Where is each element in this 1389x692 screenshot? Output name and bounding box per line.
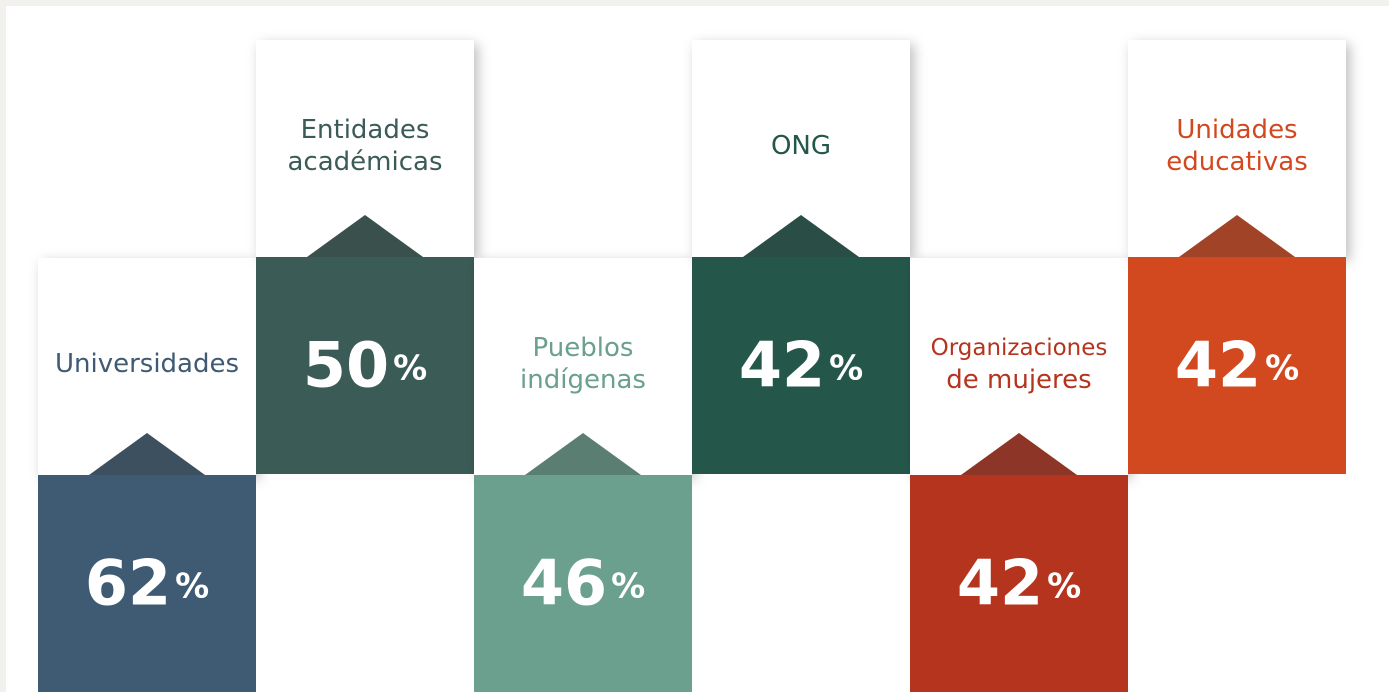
notch-shade xyxy=(307,215,423,257)
item-label: ONG xyxy=(771,131,831,161)
notch-shade xyxy=(743,215,859,257)
item-value: 42% xyxy=(739,329,863,402)
item-label: educativas xyxy=(1166,147,1308,177)
notch-shade xyxy=(89,433,205,475)
value-number: 42 xyxy=(957,547,1043,620)
item-value: 46% xyxy=(521,547,645,620)
item-label: Pueblos xyxy=(533,333,634,363)
value-unit: % xyxy=(393,348,427,388)
value-unit: % xyxy=(1047,566,1081,606)
notch-shade xyxy=(1179,215,1295,257)
item-label: Entidades xyxy=(301,115,430,145)
notch xyxy=(89,433,205,475)
value-number: 46 xyxy=(521,547,607,620)
value-card xyxy=(692,257,910,474)
value-number: 42 xyxy=(739,329,825,402)
item-label: académicas xyxy=(288,147,443,177)
value-unit: % xyxy=(611,566,645,606)
value-card xyxy=(38,475,256,692)
notch xyxy=(1179,215,1295,257)
notch-shade xyxy=(961,433,1077,475)
item-label: indígenas xyxy=(520,365,646,395)
value-card xyxy=(256,257,474,474)
value-unit: % xyxy=(175,566,209,606)
notch xyxy=(525,433,641,475)
value-number: 42 xyxy=(1175,329,1261,402)
item-value: 62% xyxy=(85,547,209,620)
item-value: 42% xyxy=(1175,329,1299,402)
item-label: Universidades xyxy=(55,349,239,379)
value-unit: % xyxy=(829,348,863,388)
notch xyxy=(743,215,859,257)
value-unit: % xyxy=(1265,348,1299,388)
item-label: Organizaciones xyxy=(931,335,1108,361)
notch xyxy=(961,433,1077,475)
value-number: 62 xyxy=(85,547,171,620)
notch-shade xyxy=(525,433,641,475)
item-label: Unidades xyxy=(1176,115,1297,145)
notch xyxy=(307,215,423,257)
value-card xyxy=(1128,257,1346,474)
item-label: de mujeres xyxy=(946,365,1091,395)
value-card xyxy=(910,475,1128,692)
value-card xyxy=(474,475,692,692)
item-value: 42% xyxy=(957,547,1081,620)
value-number: 50 xyxy=(303,329,389,402)
item-value: 50% xyxy=(303,329,427,402)
